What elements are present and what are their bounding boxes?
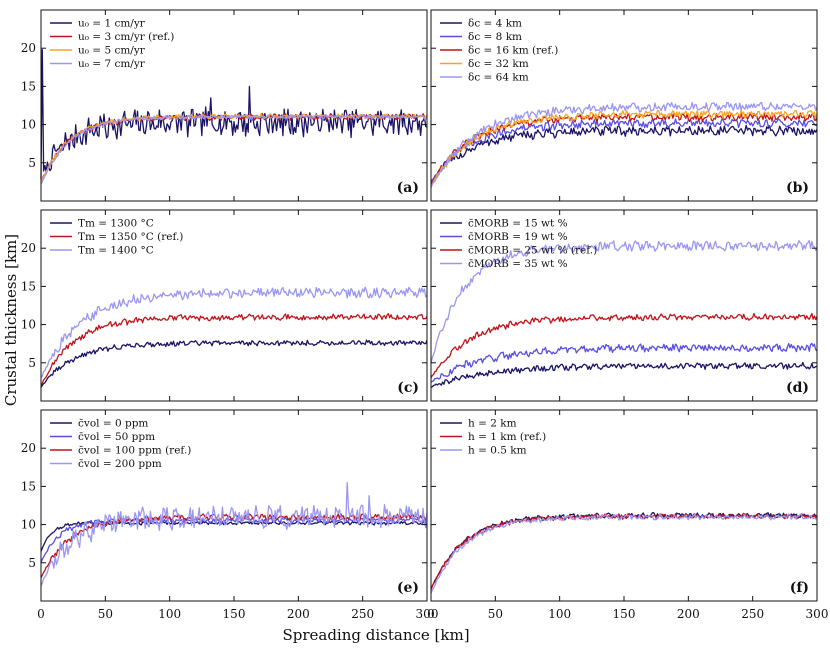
series-line-5-2 (430, 513, 818, 594)
x-tick-label-4-6: 300 (416, 607, 439, 621)
y-tick-label-0-2: 15 (21, 79, 36, 93)
y-tick-label-2-2: 15 (21, 279, 36, 293)
x-tick-label-5-4: 200 (677, 607, 700, 621)
x-tick-label-4-0: 0 (37, 607, 45, 621)
x-axis-label: Spreading distance [km] (282, 626, 469, 644)
series-line-4-1 (40, 516, 428, 564)
legend-label-5-2: h = 0.5 km (468, 445, 527, 457)
panel-label-1: (b) (786, 180, 809, 196)
series-line-3-2 (430, 312, 818, 379)
legend-label-2-1: Tm = 1350 °C (ref.) (78, 231, 183, 243)
panel-5: 0 50 100 150 200 250 300 h = 2 kmh = 1 km (ref.… (427, 409, 829, 621)
y-tick-label-2-0: 5 (28, 356, 36, 370)
series-line-2-0 (40, 339, 428, 388)
legend-label-0-2: u₀ = 5 cm/yr (78, 45, 146, 57)
y-tick-label-4-2: 15 (21, 479, 36, 493)
y-tick-label-4-0: 5 (28, 556, 36, 570)
legend-label-4-1: c̄vol = 50 ppm (78, 431, 155, 443)
legend-label-1-3: δc = 32 km (468, 58, 529, 70)
panel-2: 5 10 15 20 Tm = 1300 °CTm = 1350 °C (ref.) Tm… (21, 209, 428, 402)
legend-label-1-2: δc = 16 km (ref.) (468, 45, 558, 57)
series-line-1-3 (430, 109, 818, 187)
series-line-5-1 (430, 512, 818, 590)
x-tick-label-4-2: 100 (158, 607, 181, 621)
x-tick-label-4-3: 150 (223, 607, 246, 621)
panel-label-0: (a) (397, 180, 419, 196)
x-tick-label-5-5: 250 (741, 607, 764, 621)
legend-label-3-3: c̄MORB = 35 wt % (468, 258, 568, 270)
x-tick-label-5-2: 100 (548, 607, 571, 621)
series-line-2-1 (40, 313, 428, 387)
panel-label-4: (e) (397, 580, 419, 596)
series-line-3-0 (430, 361, 818, 388)
legend-label-1-4: δc = 64 km (468, 72, 529, 84)
series-line-5-0 (430, 511, 818, 590)
series-line-3-3 (430, 239, 818, 364)
legend-label-4-2: c̄vol = 100 ppm (ref.) (78, 445, 191, 457)
legend-label-3-0: c̄MORB = 15 wt % (468, 218, 568, 230)
x-tick-label-4-5: 250 (351, 607, 374, 621)
panel-label-5: (f) (790, 580, 809, 596)
series-line-3-1 (430, 342, 818, 383)
y-tick-label-0-0: 5 (28, 156, 36, 170)
panel-label-2: (c) (397, 380, 419, 396)
panel-3: c̄MORB = 15 wt %c̄MORB = 19 wt % c̄MORB =… (430, 209, 818, 402)
legend-label-0-0: u₀ = 1 cm/yr (78, 18, 146, 30)
x-tick-label-5-6: 300 (806, 607, 829, 621)
series-line-4-0 (40, 520, 428, 552)
legend-label-0-1: u₀ = 3 cm/yr (ref.) (78, 31, 174, 43)
y-tick-label-4-1: 10 (21, 518, 36, 532)
series-line-1-2 (430, 112, 818, 185)
legend-label-3-1: c̄MORB = 19 wt % (468, 231, 568, 243)
series-line-1-1 (430, 117, 818, 183)
series-line-4-3 (40, 481, 428, 587)
legend-label-5-0: h = 2 km (468, 418, 517, 430)
series-line-0-0 (40, 49, 428, 180)
y-tick-label-2-1: 10 (21, 318, 36, 332)
legend-label-4-3: c̄vol = 200 ppm (78, 458, 162, 470)
legend-label-1-0: δc = 4 km (468, 18, 522, 30)
series-line-0-3 (40, 114, 428, 185)
series-line-1-4 (430, 101, 818, 188)
series-line-2-2 (40, 286, 428, 379)
panel-label-3: (d) (786, 380, 809, 396)
legend-label-0-3: u₀ = 7 cm/yr (78, 58, 146, 70)
legend-label-2-2: Tm = 1400 °C (78, 245, 154, 257)
legend-label-3-2: c̄MORB = 25 wt % (ref.) (468, 245, 597, 257)
y-tick-label-0-3: 20 (21, 41, 36, 55)
legend-label-4-0: c̄vol = 0 ppm (78, 418, 148, 430)
series-line-1-0 (430, 124, 818, 183)
x-tick-label-5-1: 50 (488, 607, 503, 621)
x-tick-label-5-3: 150 (613, 607, 636, 621)
legend-label-1-1: δc = 8 km (468, 31, 522, 43)
legend-label-2-0: Tm = 1300 °C (78, 218, 154, 230)
legend-label-5-1: h = 1 km (ref.) (468, 431, 546, 443)
y-tick-label-4-3: 20 (21, 441, 36, 455)
x-tick-label-4-1: 50 (98, 607, 113, 621)
y-axis-label: Crustal thickness [km] (2, 234, 20, 406)
y-tick-label-0-1: 10 (21, 118, 36, 132)
y-tick-label-2-3: 20 (21, 241, 36, 255)
x-tick-label-5-0: 0 (427, 607, 435, 621)
x-tick-label-4-4: 200 (287, 607, 310, 621)
